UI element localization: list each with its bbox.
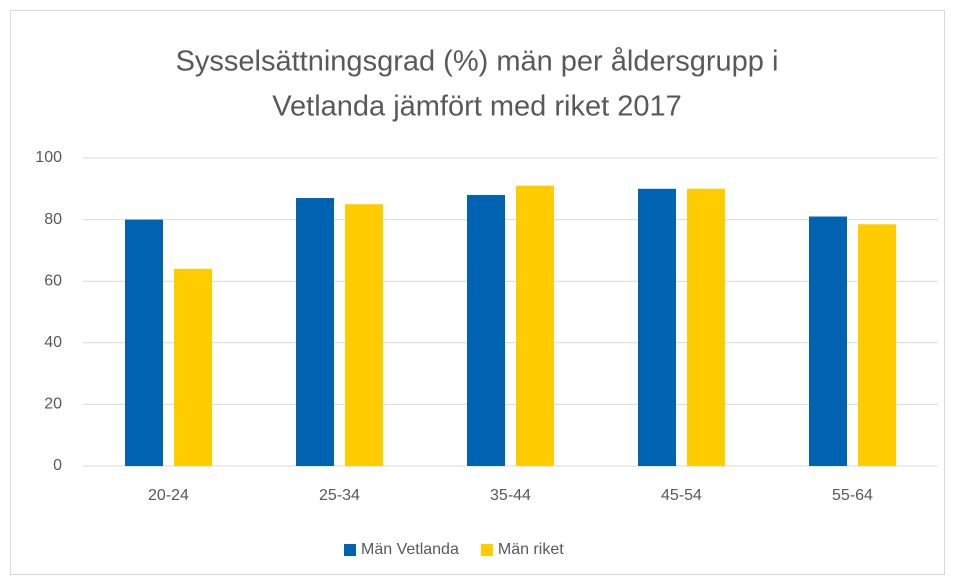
y-tick-label: 0: [53, 457, 62, 474]
bar: [809, 216, 847, 466]
legend-label: Män riket: [498, 541, 564, 558]
y-tick-label: 100: [35, 149, 62, 166]
x-tick-label: 25-34: [319, 487, 360, 504]
bar: [296, 198, 334, 467]
bar: [174, 268, 212, 466]
bar: [516, 185, 554, 466]
bar: [638, 188, 676, 467]
bar: [345, 204, 383, 466]
y-tick-label: 80: [44, 211, 62, 228]
chart-title: Vetlanda jämfört med riket 2017: [272, 91, 681, 123]
bar: [467, 194, 505, 466]
x-tick-label: 55-64: [832, 487, 873, 504]
y-tick-label: 60: [44, 272, 62, 289]
x-tick-label: 20-24: [148, 487, 189, 504]
legend-label: Män Vetlanda: [361, 541, 459, 558]
y-tick-label: 20: [44, 396, 62, 413]
legend-swatch: [344, 544, 356, 556]
bar: [858, 224, 896, 466]
bar: [125, 219, 163, 466]
legend-swatch: [480, 544, 493, 556]
y-tick-label: 40: [44, 334, 62, 351]
chart-title: Sysselsättningsgrad (%) män per åldersgr…: [176, 46, 779, 78]
bar: [687, 188, 725, 467]
x-tick-label: 35-44: [490, 487, 531, 504]
x-tick-label: 45-54: [661, 487, 702, 504]
